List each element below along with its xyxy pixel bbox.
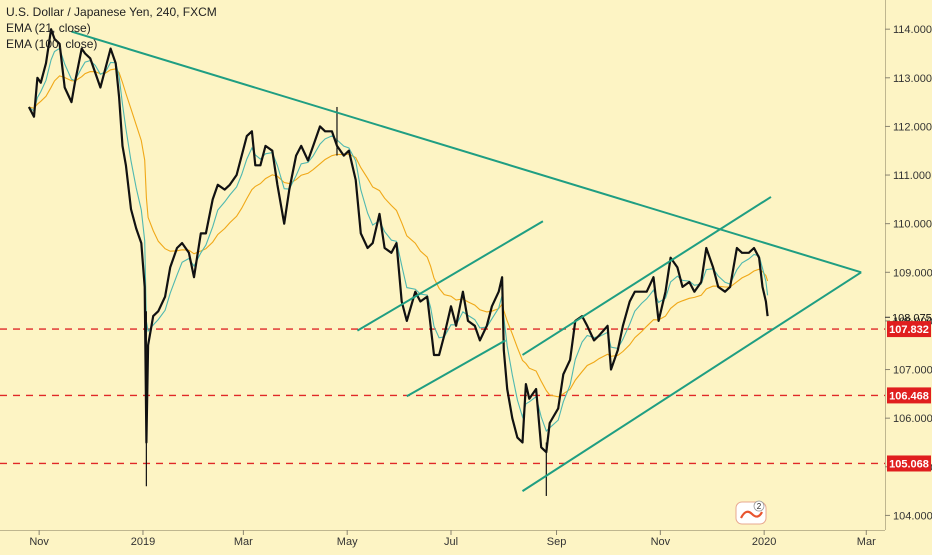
price-tick-label: 113.000: [893, 73, 932, 85]
tradingview-logo: 2: [735, 500, 767, 525]
chart-title: U.S. Dollar / Japanese Yen, 240, FXCM: [6, 5, 217, 19]
trendline-mid-channel-lower[interactable]: [406, 339, 506, 398]
price-tick-label: 107.000: [893, 365, 932, 377]
svg-text:2: 2: [757, 502, 762, 511]
level-label-1: 107.832: [889, 324, 929, 336]
price-tick-label: 106.000: [893, 413, 932, 425]
indicator-ema-100[interactable]: EMA (100, close): [6, 37, 98, 51]
price-tick-label: 109.000: [893, 267, 932, 279]
price-line[interactable]: [27, 28, 769, 454]
time-axis[interactable]: Nov 2019 Mar May Jul Sep Nov 2020 Mar: [29, 530, 876, 548]
time-tick-label: Nov: [29, 536, 49, 548]
price-tick-label: 111.000: [893, 170, 931, 182]
level-label-bg-1: [887, 321, 931, 338]
time-tick-label: Nov: [651, 536, 671, 548]
price-tick-label: 110.000: [893, 219, 932, 231]
time-tick-label: May: [337, 536, 358, 548]
time-tick-label: Mar: [234, 536, 253, 548]
time-tick-label: Sep: [547, 536, 567, 548]
ema-100-line[interactable]: [28, 68, 769, 398]
level-label-3: 105.068: [889, 458, 929, 470]
plot-area[interactable]: [0, 28, 885, 496]
level-label-2: 106.468: [889, 390, 929, 402]
ema-21-line[interactable]: [28, 47, 769, 432]
price-tick-label: 112.000: [893, 121, 932, 133]
chart-legend: U.S. Dollar / Japanese Yen, 240, FXCM EM…: [6, 4, 217, 52]
trendline-upper-channel[interactable]: [521, 196, 772, 356]
price-tick-label: 114.000: [893, 24, 932, 36]
time-tick-label: Mar: [857, 536, 876, 548]
trendline-ascending-support[interactable]: [521, 271, 862, 492]
time-tick-label: 2019: [131, 536, 155, 548]
price-axis[interactable]: 104.000105.000106.000107.000108.000109.0…: [885, 24, 932, 522]
trendline-mid-channel-upper[interactable]: [356, 220, 544, 332]
level-label-bg-2: [887, 387, 931, 404]
indicator-ema-21[interactable]: EMA (21, close): [6, 21, 91, 35]
time-tick-label: Jul: [444, 536, 458, 548]
price-tick-label: 104.000: [893, 510, 932, 522]
trendline-descending-resistance[interactable]: [71, 30, 862, 274]
time-tick-label: 2020: [752, 536, 776, 548]
level-label-bg-3: [887, 455, 931, 472]
